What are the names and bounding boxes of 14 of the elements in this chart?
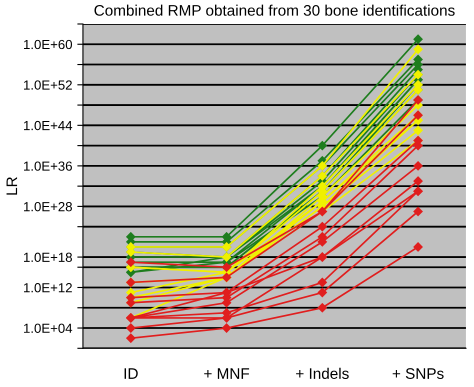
y-tick-label: 1.0E+18: [24, 252, 72, 262]
x-tick-label: + SNPs: [392, 368, 444, 379]
y-axis-title: LR: [6, 177, 18, 195]
y-tick-label: 1.0E+52: [24, 80, 72, 90]
chart-title: Combined RMP obtained from 30 bone identifications: [94, 4, 455, 16]
x-tick-label: + Indels: [296, 368, 349, 379]
x-tick-label: + MNF: [204, 368, 250, 379]
y-tick-label: 1.0E+36: [24, 161, 72, 171]
y-tick-label: 1.0E+44: [24, 120, 72, 130]
y-tick-label: 1.0E+28: [24, 202, 72, 212]
y-tick-label: 1.0E+60: [24, 40, 72, 50]
y-tick-label: 1.0E+04: [24, 324, 72, 333]
x-tick-label: ID: [124, 368, 138, 379]
y-tick-label: 1.0E+12: [24, 283, 72, 292]
